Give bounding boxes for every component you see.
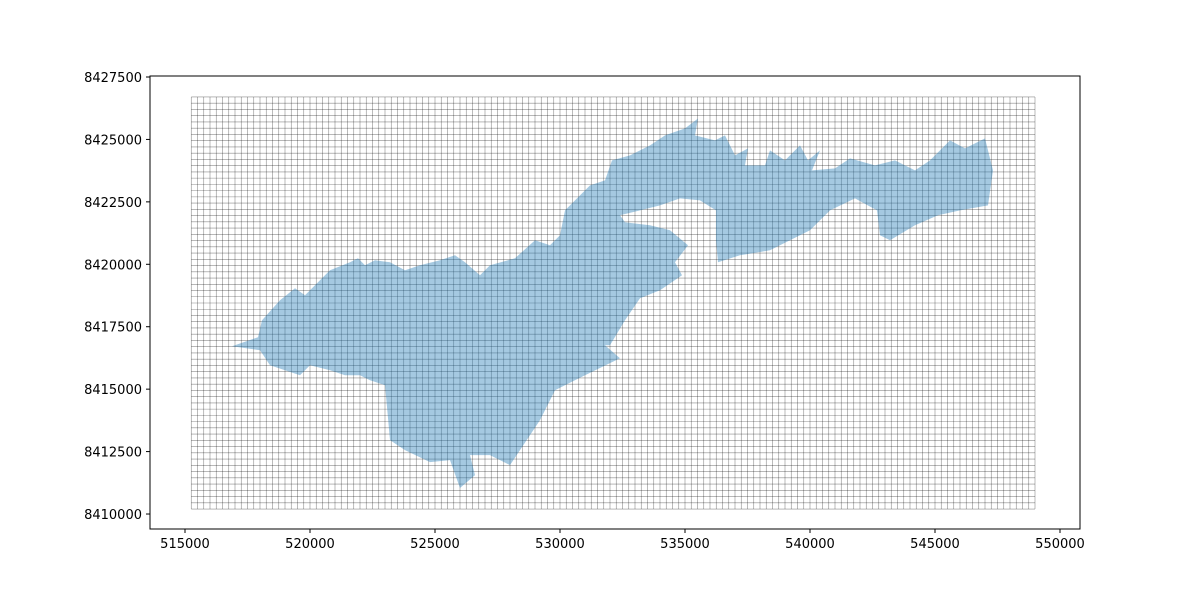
- x-tick-label: 525000: [410, 537, 460, 552]
- y-tick-label: 8415000: [84, 383, 142, 398]
- ticks: 515000 520000 525000 530000 535000 540000 5450…: [84, 71, 1085, 552]
- x-tick-label: 545000: [910, 537, 960, 552]
- y-tick-label: 8417500: [84, 321, 142, 336]
- y-tick-label: 8410000: [84, 508, 142, 523]
- y-tick-label: 8412500: [84, 446, 142, 461]
- y-tick-label: 8427500: [84, 71, 142, 86]
- x-tick-label: 520000: [285, 537, 335, 552]
- region: [232, 118, 993, 488]
- y-tick-label: 8422500: [84, 196, 142, 211]
- x-tick-label: 535000: [660, 537, 710, 552]
- x-tick-label: 550000: [1035, 537, 1085, 552]
- y-tick-label: 8425000: [84, 133, 142, 148]
- mesh: [190, 96, 1036, 510]
- y-tick-label: 8420000: [84, 258, 142, 273]
- axes-frame: [149, 75, 1081, 530]
- x-tick-label: 540000: [785, 537, 835, 552]
- x-tick-label: 515000: [160, 537, 210, 552]
- x-tick-label: 530000: [535, 537, 585, 552]
- region-polygon: [232, 118, 993, 488]
